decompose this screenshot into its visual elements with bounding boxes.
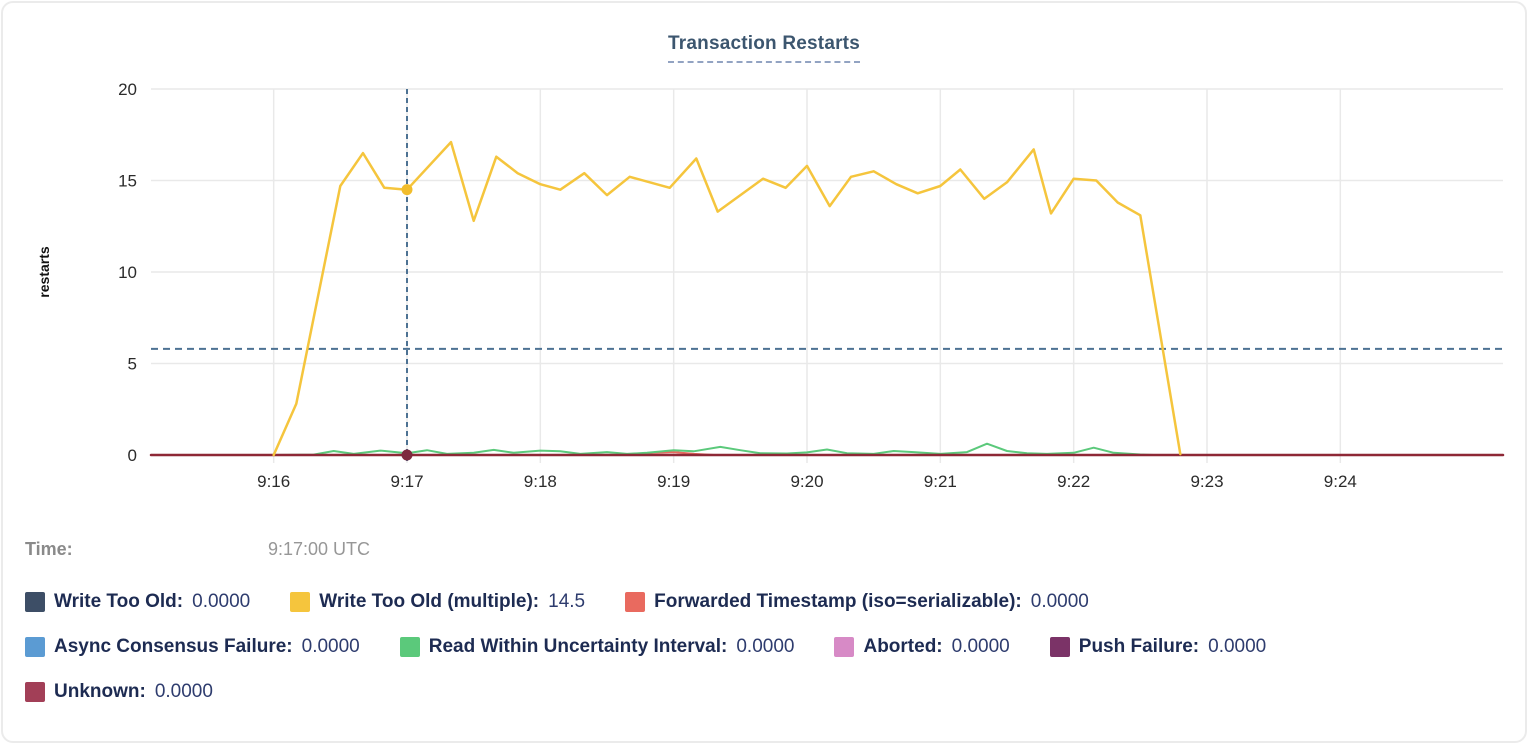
legend-series-label: Forwarded Timestamp (iso=serializable): <box>654 591 1022 612</box>
legend-item: Aborted: 0.0000 <box>834 636 1010 658</box>
legend-color-swatch <box>25 682 45 702</box>
legend-item: Write Too Old (multiple): 14.5 <box>290 591 585 613</box>
y-tick-label: 0 <box>128 446 137 465</box>
chart-header: Transaction Restarts <box>3 33 1525 63</box>
x-tick-label: 9:23 <box>1190 472 1223 491</box>
legend-color-swatch <box>25 637 45 657</box>
legend-item: Write Too Old: 0.0000 <box>25 591 250 613</box>
legend-series-label: Unknown: <box>54 681 146 702</box>
legend-color-swatch <box>1049 637 1070 657</box>
legend-series-value: 0.0000 <box>951 636 1010 657</box>
legend-item: Forwarded Timestamp (iso=serializable): 0… <box>625 591 1089 613</box>
time-label: Time: <box>25 539 73 559</box>
legend-series-label: Write Too Old: <box>54 591 184 612</box>
y-tick-label: 5 <box>128 355 137 374</box>
legend-series-label: Read Within Uncertainty Interval: <box>428 636 728 657</box>
legend-row: Write Too Old: 0.0000 Write Too Old (multi… <box>25 591 1525 613</box>
x-tick-label: 9:20 <box>790 472 823 491</box>
crosshair-marker-dot <box>401 184 413 196</box>
legend-series-label: Write Too Old (multiple): <box>319 591 540 612</box>
x-tick-label: 9:17 <box>390 472 423 491</box>
legend-color-swatch <box>399 637 420 657</box>
y-axis-title: restarts <box>36 246 52 298</box>
series-line <box>272 140 1182 457</box>
legend-series-value: 0.0000 <box>192 591 251 612</box>
transaction-restarts-chart[interactable]: 9:16 9:17 9:18 9:19 9:20 9:21 9:22 9:23 9:24 0 5 10… <box>3 65 1527 505</box>
legend-series-value: 0.0000 <box>1208 636 1267 657</box>
legend-series-label: Async Consensus Failure: <box>54 636 293 657</box>
time-value: 9:17:00 UTC <box>268 539 371 559</box>
x-tick-label: 9:16 <box>257 472 290 491</box>
series-line <box>272 442 1155 456</box>
chart-title[interactable]: Transaction Restarts <box>668 33 860 63</box>
x-tick-label: 9:24 <box>1324 472 1357 491</box>
y-tick-label: 10 <box>118 263 137 282</box>
y-tick-label: 20 <box>118 80 137 99</box>
legend-item: Async Consensus Failure: 0.0000 <box>25 636 360 658</box>
legend-series-value: 0.0000 <box>1030 591 1089 612</box>
legend-color-swatch <box>290 592 311 612</box>
legend-item: Unknown: 0.0000 <box>25 681 213 703</box>
legend-color-swatch <box>834 637 855 657</box>
legend-series-label: Push Failure: <box>1078 636 1200 657</box>
legend-row: Async Consensus Failure: 0.0000 Read Withi… <box>25 636 1525 658</box>
legend-series-label: Aborted: <box>863 636 943 657</box>
x-tick-label: 9:21 <box>924 472 957 491</box>
legend-color-swatch <box>625 592 646 612</box>
y-tick-label: 15 <box>118 172 137 191</box>
x-tick-label: 9:19 <box>657 472 690 491</box>
x-tick-label: 9:22 <box>1057 472 1090 491</box>
legend-row: Unknown: 0.0000 <box>25 681 1525 703</box>
crosshair-marker-dot <box>401 449 413 461</box>
legend-item: Push Failure: 0.0000 <box>1049 636 1267 658</box>
legend-color-swatch <box>25 592 45 612</box>
legend-item: Read Within Uncertainty Interval: 0.0000 <box>399 636 795 658</box>
hover-tooltip: Time: 9:17:00 UTC Write Too Old: 0.0000 Wr… <box>3 539 1525 703</box>
legend: Write Too Old: 0.0000 Write Too Old (multi… <box>25 591 1525 703</box>
legend-series-value: 0.0000 <box>301 636 360 657</box>
legend-series-value: 14.5 <box>548 591 586 612</box>
legend-series-value: 0.0000 <box>736 636 795 657</box>
legend-series-value: 0.0000 <box>154 681 213 702</box>
x-tick-label: 9:18 <box>524 472 557 491</box>
tooltip-time-row: Time: 9:17:00 UTC <box>25 539 1525 560</box>
